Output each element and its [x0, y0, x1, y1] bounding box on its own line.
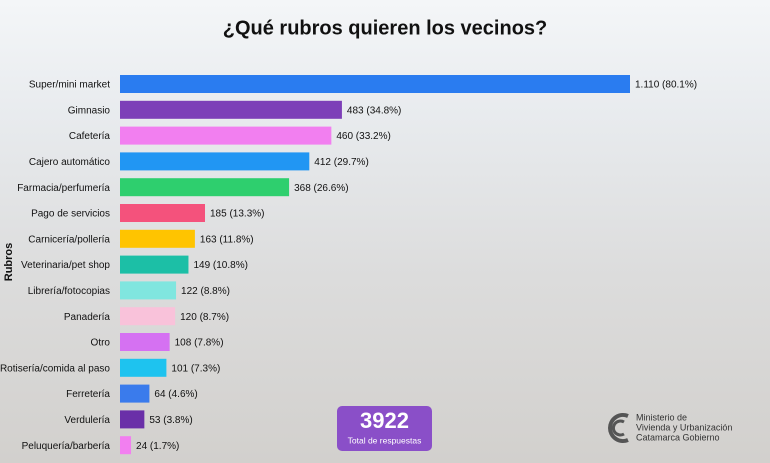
- category-label: Ferretería: [66, 389, 110, 400]
- value-label: 24 (1.7%): [136, 441, 179, 452]
- category-label: Carnicería/pollería: [28, 234, 110, 245]
- value-label: 185 (13.3%): [210, 209, 264, 220]
- value-label: 64 (4.6%): [154, 389, 197, 400]
- bar: [120, 178, 290, 197]
- bar: [120, 204, 205, 222]
- bar: [120, 281, 177, 300]
- logo-line: Catamarca Gobierno: [636, 432, 720, 442]
- category-label: Pago de servicios: [31, 209, 110, 220]
- bar: [120, 229, 195, 248]
- value-label: 122 (8.8%): [181, 286, 230, 297]
- category-label: Librería/fotocopias: [28, 286, 110, 297]
- bar: [120, 410, 145, 429]
- category-label: Verdulería: [64, 415, 110, 426]
- category-label: Super/mini market: [29, 80, 110, 91]
- category-label: Peluquería/barbería: [22, 441, 111, 452]
- category-label: Panadería: [64, 312, 111, 323]
- category-label: Rotisería/comida al paso: [0, 363, 110, 374]
- y-axis-label: Rubros: [3, 243, 15, 282]
- category-label: Gimnasio: [68, 105, 111, 116]
- value-label: 412 (29.7%): [314, 157, 368, 168]
- category-label: Veterinaria/pet shop: [21, 260, 110, 271]
- bar: [120, 436, 132, 455]
- bar: [120, 333, 170, 351]
- value-label: 101 (7.3%): [171, 363, 220, 374]
- category-label: Cafetería: [69, 131, 111, 142]
- value-label: 460 (33.2%): [336, 131, 390, 142]
- logo-icon: [608, 413, 629, 443]
- logo-line: Ministerio de: [636, 412, 687, 422]
- bar: [120, 152, 310, 171]
- chart-title: ¿Qué rubros quieren los vecinos?: [223, 17, 548, 39]
- total-value: 3922: [360, 408, 409, 433]
- bar: [120, 75, 630, 93]
- category-label: Farmacia/perfumería: [17, 183, 110, 194]
- logo-line: Vivienda y Urbanización: [636, 422, 732, 432]
- value-label: 108 (7.8%): [175, 338, 224, 349]
- value-label: 163 (11.8%): [200, 234, 254, 245]
- category-label: Otro: [91, 338, 111, 349]
- bar: [120, 255, 189, 274]
- value-label: 53 (3.8%): [149, 415, 192, 426]
- bar: [120, 358, 167, 377]
- value-label: 1.110 (80.1%): [635, 80, 697, 91]
- value-label: 368 (26.6%): [294, 183, 348, 194]
- value-label: 149 (10.8%): [193, 260, 247, 271]
- value-label: 120 (8.7%): [180, 312, 229, 323]
- bar: [120, 100, 342, 119]
- bar: [120, 384, 150, 403]
- bar: [120, 126, 332, 145]
- total-label: Total de respuestas: [348, 435, 422, 445]
- category-label: Cajero automático: [29, 157, 111, 168]
- total-box: [337, 406, 432, 451]
- value-label: 483 (34.8%): [347, 105, 401, 116]
- bar: [120, 307, 176, 326]
